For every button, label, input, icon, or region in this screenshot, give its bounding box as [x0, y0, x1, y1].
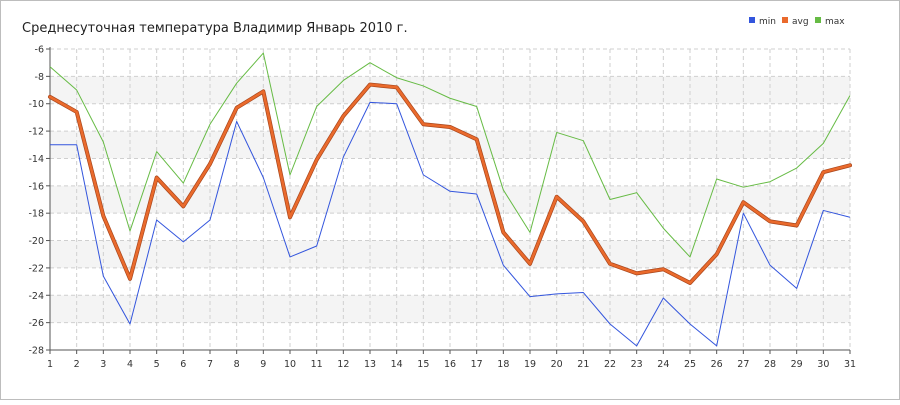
x-tick-label: 3 [100, 359, 106, 370]
y-tick-label: -8 [35, 72, 44, 83]
x-tick-label: 6 [180, 359, 186, 370]
x-tick-label: 28 [764, 359, 776, 370]
y-tick-label: -24 [28, 291, 44, 302]
y-tick-label: -12 [28, 127, 44, 138]
x-tick-label: 11 [311, 359, 323, 370]
legend-swatch-max [815, 17, 821, 23]
y-tick-label: -10 [28, 99, 44, 110]
x-tick-label: 4 [127, 359, 133, 370]
legend-label-avg: avg [792, 17, 809, 27]
y-tick-label: -20 [28, 236, 44, 247]
series-line-avg [48, 83, 852, 285]
x-tick-label: 31 [844, 359, 856, 370]
x-tick-label: 15 [417, 359, 429, 370]
x-tick-label: 26 [711, 359, 723, 370]
y-tick-label: -28 [28, 346, 44, 357]
legend: min avg max [749, 17, 845, 27]
x-tick-label: 22 [604, 359, 616, 370]
y-tick-label: -16 [28, 181, 44, 192]
x-tick-label: 25 [684, 359, 696, 370]
x-tick-label: 14 [391, 359, 403, 370]
y-tick-label: -22 [28, 263, 44, 274]
x-tick-label: 10 [284, 359, 296, 370]
x-tick-label: 20 [551, 359, 563, 370]
x-tick-label: 9 [260, 359, 266, 370]
x-tick-label: 1 [47, 359, 53, 370]
y-tick-label: -26 [28, 318, 44, 329]
y-tick-label: -18 [28, 209, 44, 220]
x-tick-label: 17 [471, 359, 483, 370]
tick-labels: -6-8-10-12-14-16-18-20-22-24-26-281 2 3 4 5 6… [28, 45, 856, 371]
legend-label-max: max [825, 17, 845, 27]
series-line-max [49, 52, 851, 258]
chart-title: Среднесуточная температура Владимир Янва… [22, 21, 408, 36]
x-tick-label: 18 [497, 359, 509, 370]
x-tick-label: 5 [154, 359, 160, 370]
legend-swatch-avg [782, 17, 788, 23]
x-tick-label: 16 [444, 359, 456, 370]
legend-label-min: min [759, 17, 776, 27]
x-tick-label: 30 [817, 359, 829, 370]
x-tick-label: 29 [791, 359, 803, 370]
legend-swatch-min [749, 17, 755, 23]
x-tick-label: 23 [631, 359, 643, 370]
x-tick-label: 24 [657, 359, 669, 370]
series-line-min [50, 101, 851, 347]
series-lines [48, 52, 852, 347]
x-tick-label: 8 [234, 359, 240, 370]
x-tick-label: 7 [207, 359, 213, 370]
x-tick-label: 12 [337, 359, 349, 370]
x-tick-label: 19 [524, 359, 536, 370]
y-tick-label: -6 [35, 45, 44, 56]
y-tick-label: -14 [28, 154, 44, 165]
x-tick-label: 27 [737, 359, 749, 370]
x-tick-label: 13 [364, 359, 376, 370]
x-tick-label: 21 [577, 359, 589, 370]
x-tick-label: 2 [74, 359, 80, 370]
